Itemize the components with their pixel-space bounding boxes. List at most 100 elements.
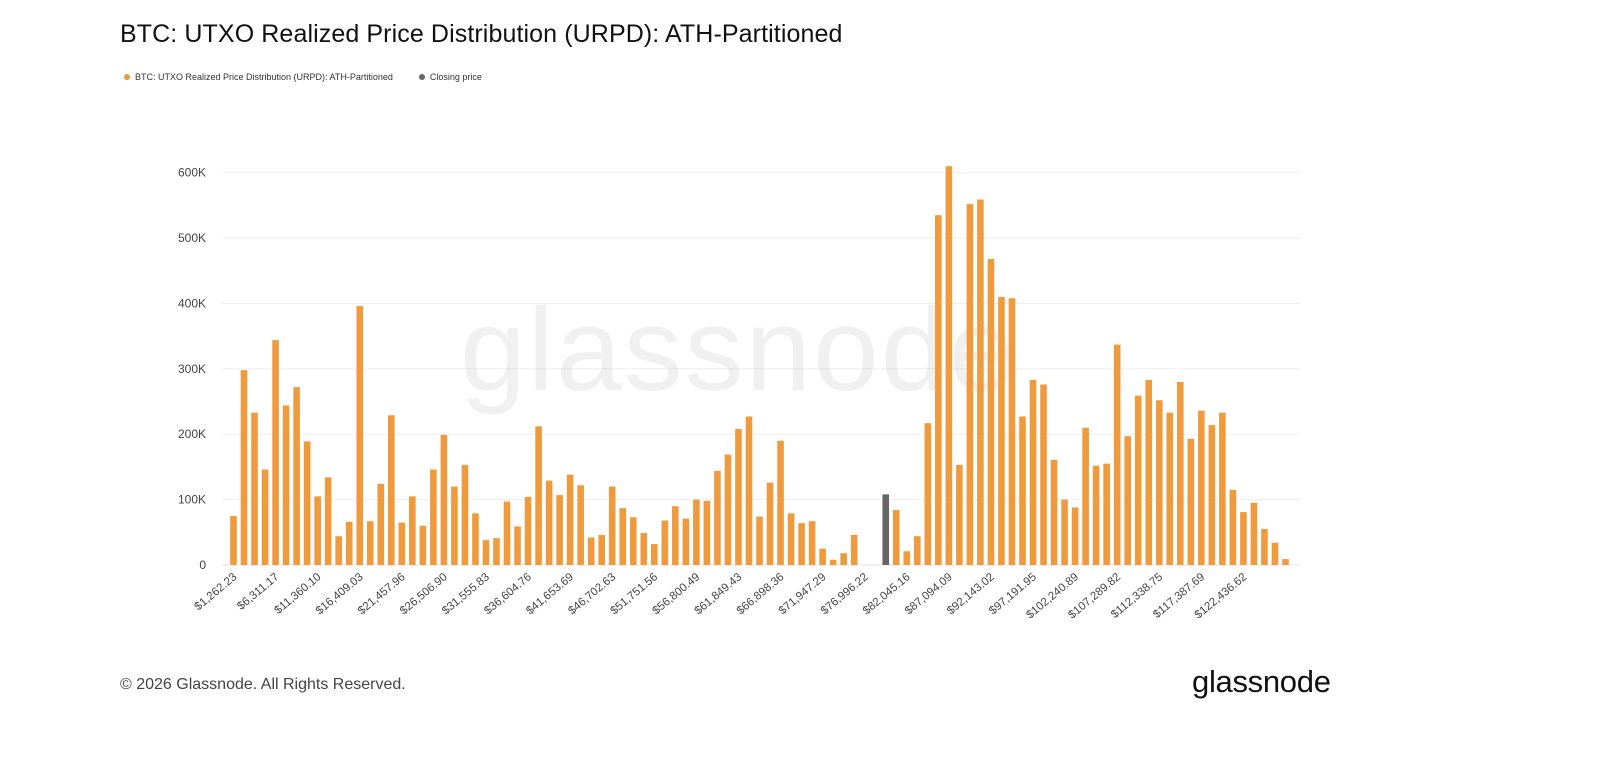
urpd-bar xyxy=(314,496,321,565)
urpd-bar xyxy=(482,540,490,565)
urpd-bar xyxy=(987,259,995,565)
urpd-bar xyxy=(745,416,753,565)
urpd-bar xyxy=(430,469,437,565)
urpd-bar xyxy=(1187,438,1195,565)
urpd-bar xyxy=(461,464,469,565)
y-tick-label: 500K xyxy=(178,231,206,245)
urpd-bar xyxy=(388,415,395,565)
urpd-bar xyxy=(261,469,269,565)
y-tick-label: 0 xyxy=(199,558,206,572)
urpd-bar xyxy=(1040,384,1047,565)
urpd-bar xyxy=(766,482,774,565)
urpd-bar xyxy=(1050,459,1058,565)
urpd-bar xyxy=(272,340,279,565)
urpd-bar xyxy=(324,477,332,565)
urpd-bar xyxy=(1071,507,1079,565)
urpd-bar xyxy=(693,499,700,565)
urpd-bar xyxy=(787,513,795,565)
urpd-bar xyxy=(819,548,826,565)
urpd-bar xyxy=(524,497,532,565)
urpd-bar xyxy=(1250,502,1258,565)
urpd-bar xyxy=(945,166,953,565)
urpd-bar xyxy=(293,387,300,565)
urpd-bar xyxy=(282,405,290,565)
y-tick-label: 200K xyxy=(178,427,206,441)
legend-swatch-urpd xyxy=(124,74,130,80)
urpd-bar xyxy=(1103,463,1110,565)
urpd-bar xyxy=(545,480,553,565)
urpd-bar xyxy=(903,551,911,565)
urpd-bar xyxy=(1219,412,1226,565)
urpd-bar xyxy=(1166,412,1174,565)
urpd-bar xyxy=(1282,559,1289,565)
urpd-bar xyxy=(398,522,406,565)
urpd-bar xyxy=(251,412,258,565)
urpd-bar xyxy=(798,523,805,565)
legend-swatch-closing-price xyxy=(418,74,425,80)
urpd-bar xyxy=(640,532,648,565)
y-tick-label: 300K xyxy=(178,362,206,376)
urpd-bar xyxy=(598,534,605,565)
glassnode-logo[interactable]: glassnode xyxy=(1192,664,1331,699)
urpd-bar xyxy=(1008,298,1016,565)
urpd-bar xyxy=(892,510,900,565)
urpd-bar xyxy=(472,513,479,565)
urpd-bar xyxy=(451,486,458,565)
legend-item-urpd[interactable]: BTC: UTXO Realized Price Distribution (U… xyxy=(124,72,393,82)
urpd-bar xyxy=(608,486,616,565)
urpd-bar xyxy=(651,544,658,565)
urpd-bar xyxy=(345,521,353,565)
legend-label-closing-price: Closing price xyxy=(429,72,482,82)
urpd-bar xyxy=(840,553,847,565)
urpd-bar xyxy=(1082,427,1089,565)
urpd-bar xyxy=(356,306,364,565)
urpd-bar xyxy=(1177,381,1184,565)
urpd-bar xyxy=(514,526,521,565)
urpd-bar xyxy=(303,441,311,565)
urpd-bar xyxy=(1092,465,1100,565)
urpd-bar xyxy=(714,470,721,565)
legend: BTC: UTXO Realized Price Distribution (U… xyxy=(124,72,482,82)
urpd-bar xyxy=(924,423,932,565)
legend-item-closing-price[interactable]: Closing price xyxy=(418,72,482,82)
urpd-bar xyxy=(366,521,374,565)
urpd-bar xyxy=(409,496,416,565)
y-tick-label: 100K xyxy=(178,493,206,507)
urpd-bar xyxy=(1145,379,1153,565)
urpd-bar xyxy=(566,474,574,565)
urpd-bar xyxy=(1155,400,1163,565)
urpd-bar xyxy=(587,537,595,565)
urpd-bar xyxy=(619,508,627,565)
urpd-bar xyxy=(556,495,563,565)
urpd-bar xyxy=(1198,410,1205,565)
copyright-notice: © 2026 Glassnode. All Rights Reserved. xyxy=(120,676,406,693)
urpd-bar xyxy=(535,426,542,565)
urpd-bar xyxy=(1061,499,1068,565)
urpd-bar xyxy=(756,516,763,565)
urpd-bar xyxy=(1271,542,1279,565)
urpd-bar xyxy=(672,506,679,565)
urpd-bar xyxy=(914,536,921,565)
urpd-bar xyxy=(661,520,669,565)
y-tick-label: 400K xyxy=(178,296,206,310)
urpd-bar xyxy=(956,464,963,565)
closing-price-bar xyxy=(882,494,890,565)
urpd-bar xyxy=(230,515,237,565)
urpd-bar xyxy=(977,199,984,565)
urpd-bar xyxy=(577,485,584,565)
urpd-bar xyxy=(1019,416,1026,565)
urpd-bar xyxy=(998,296,1005,565)
urpd-bar xyxy=(1029,379,1037,565)
urpd-bar xyxy=(1124,436,1131,565)
urpd-bar xyxy=(335,536,342,565)
urpd-bar xyxy=(1240,512,1247,565)
chart-title: BTC: UTXO Realized Price Distribution (U… xyxy=(120,20,843,48)
urpd-bar xyxy=(724,454,732,565)
urpd-bar xyxy=(850,534,858,565)
watermark-text: glassnode xyxy=(460,284,1016,416)
legend-label-urpd: BTC: UTXO Realized Price Distribution (U… xyxy=(135,72,393,82)
urpd-bar xyxy=(935,215,942,565)
urpd-bar xyxy=(1208,425,1216,565)
urpd-bar xyxy=(419,525,427,565)
x-tick-label: $1,262.23 xyxy=(193,571,240,613)
